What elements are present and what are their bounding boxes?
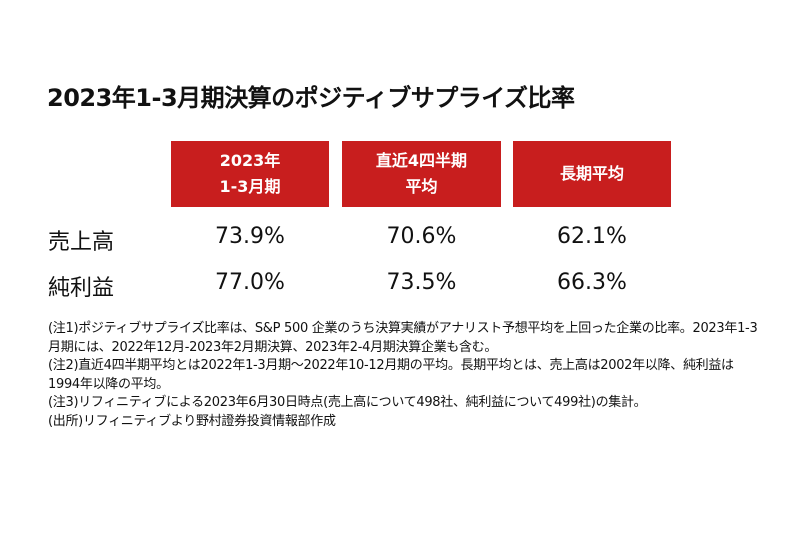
row-label-net-income: 純利益: [48, 276, 115, 301]
column-header-2023q1: 2023年 1-3月期: [171, 141, 329, 207]
table-cell: 70.6%: [386, 224, 457, 249]
column-header-line: 直近4四半期: [375, 151, 468, 170]
footnote: (注1)ポジティブサプライズ比率は、S&P 500 企業のうち決算実績がアナリス…: [48, 321, 758, 355]
column-header-line: 1-3月期: [219, 177, 281, 196]
source-note: (出所)リフィニティブより野村證券投資情報部作成: [48, 413, 336, 429]
row-label-revenue: 売上高: [48, 230, 115, 255]
column-header-recent-4q-average: 直近4四半期 平均: [342, 141, 501, 207]
footnote: (注3)リフィニティブによる2023年6月30日時点(売上高について498社、純…: [48, 395, 647, 411]
table-cell: 73.9%: [215, 224, 285, 249]
table-cell: 77.0%: [215, 270, 285, 295]
page-title: 2023年1-3月期決算のポジティブサプライズ比率: [47, 84, 575, 112]
table-cell: 73.5%: [386, 270, 457, 295]
column-header-line: 長期平均: [559, 164, 624, 183]
footnote: (注2)直近4四半期平均とは2022年1-3月期～2022年10-12月期の平均…: [48, 358, 734, 392]
table-cell: 66.3%: [557, 270, 627, 295]
table-cell: 62.1%: [557, 224, 627, 249]
column-header-long-term-average: 長期平均: [513, 141, 671, 207]
footnotes: (注1)ポジティブサプライズ比率は、S&P 500 企業のうち決算実績がアナリス…: [48, 320, 763, 432]
column-header-line: 2023年: [219, 151, 281, 170]
column-header-line: 平均: [405, 177, 438, 196]
